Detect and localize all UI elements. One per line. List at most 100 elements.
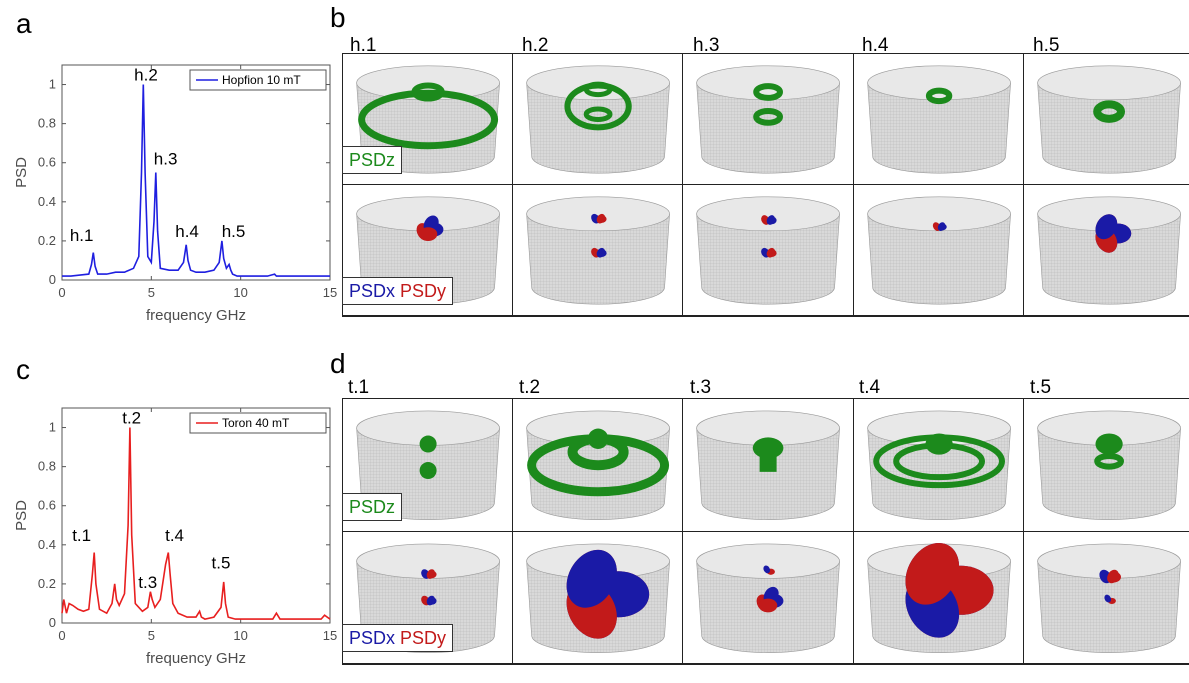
mode-render [866,196,1011,305]
psdz-tag-d: PSDz [342,493,403,521]
y-tick-label: 0.8 [38,459,56,474]
mode-label-t5: t.5 [1030,377,1052,398]
panel-letter-d: d [330,348,346,379]
mode-cell [683,399,854,532]
y-axis-label: PSD [13,500,30,531]
hopfion-mode-grid [342,53,1189,317]
mode-render [526,196,671,305]
torus-isosurface [411,82,445,102]
y-tick-label: 0.6 [38,498,56,513]
mode-cell [1023,185,1189,316]
peak-label: h.2 [134,66,158,85]
cylinder-body [526,427,671,520]
mode-render [526,410,671,520]
y-tick-label: 0 [49,272,56,287]
mode-render [696,543,841,653]
psd-blob [905,542,959,605]
hopfion-psd-chart: 0 5 10 15 0 0.2 0.4 0.6 0.8 1 frequency GHz PSD Hopf… [13,64,337,324]
psd-blob [1104,594,1111,602]
panel-letter-b: b [330,2,346,33]
y-tick-label: 0 [49,615,56,630]
torus-isosurface [925,87,952,105]
mode-render [866,65,1011,174]
mode-cell [683,185,854,316]
mode-cell [513,399,684,532]
toron-mode-grid [342,398,1189,665]
mode-label-h1: h.1 [350,35,377,56]
torus-isosurface [583,81,613,98]
mode-label-t3: t.3 [690,377,712,398]
cylinder-top [866,65,1011,101]
x-tick-label: 15 [323,628,337,643]
series-line [62,84,330,277]
mode-render [866,410,1011,520]
cylinder-body [696,213,841,305]
torus-isosurface [753,83,784,101]
mode-cell [853,54,1024,185]
cylinder-top [696,196,841,232]
torus-isosurface [1092,100,1125,123]
peak-label: t.5 [212,553,231,572]
mode-cell [513,531,684,664]
cylinder-body [1037,560,1181,653]
cylinder-body [1037,82,1181,174]
psdz-blob [419,435,437,453]
toron-psd-chart: 0 5 10 15 0 0.2 0.4 0.6 0.8 1 frequency GHz PSD Toro… [13,407,337,667]
mode-render [696,196,841,305]
mode-label-t1: t.1 [348,377,370,398]
legend-box [189,412,327,434]
mode-cell [513,54,684,185]
legend-label: Hopfion 10 mT [222,73,301,87]
torus-isosurface [1093,452,1124,470]
peak-label: t.1 [72,526,91,545]
y-tick-label: 0.2 [38,576,56,591]
x-tick-label: 10 [233,285,247,300]
plot-frame [61,64,331,281]
plot-frame [61,407,331,624]
cylinder-body [1037,427,1181,520]
peak-label: h.1 [70,226,94,245]
mode-render [1037,410,1181,520]
x-tick-label: 15 [323,285,337,300]
psd-blob [767,215,776,225]
mode-cell [683,54,854,185]
torus-isosurface [358,89,499,150]
y-tick-label: 0.2 [38,233,56,248]
cylinder-top [696,65,841,101]
psdz-blob [588,428,609,449]
cylinder-body [526,213,671,305]
x-axis-label: frequency GHz [146,307,246,324]
psd-blob [426,568,436,579]
mode-render [526,543,671,653]
psd-blob [763,565,771,573]
legend-label: Toron 40 mT [222,416,290,430]
peak-label: t.3 [138,573,157,592]
psd-blob [1095,214,1118,240]
x-tick-label: 10 [233,628,247,643]
x-tick-label: 5 [148,285,155,300]
mode-cell [853,531,1024,664]
peak-label: h.4 [175,222,199,241]
y-axis-label: PSD [13,157,30,188]
y-tick-label: 1 [49,420,56,435]
series-line [61,427,331,620]
psd-blob [418,227,438,242]
mode-cell [513,185,684,316]
cylinder-body [866,82,1011,174]
psdxy-tag-b: PSDx PSDy [342,277,454,305]
psd-blob [759,598,778,612]
mode-cell [1023,531,1189,664]
torus-isosurface [583,106,613,122]
psdxy-tag-d: PSDx PSDy [342,624,454,652]
x-tick-label: 5 [148,628,155,643]
psd-blob [566,549,618,608]
y-tick-label: 0.4 [38,194,56,209]
mode-label-h4: h.4 [862,35,889,56]
cylinder-top [696,543,841,579]
psd-blob [1106,569,1119,583]
psdz-blob [1095,433,1123,455]
panel-letter-a: a [16,8,32,39]
x-tick-label: 0 [58,285,65,300]
x-tick-label: 0 [58,628,65,643]
psd-blob [426,595,436,605]
